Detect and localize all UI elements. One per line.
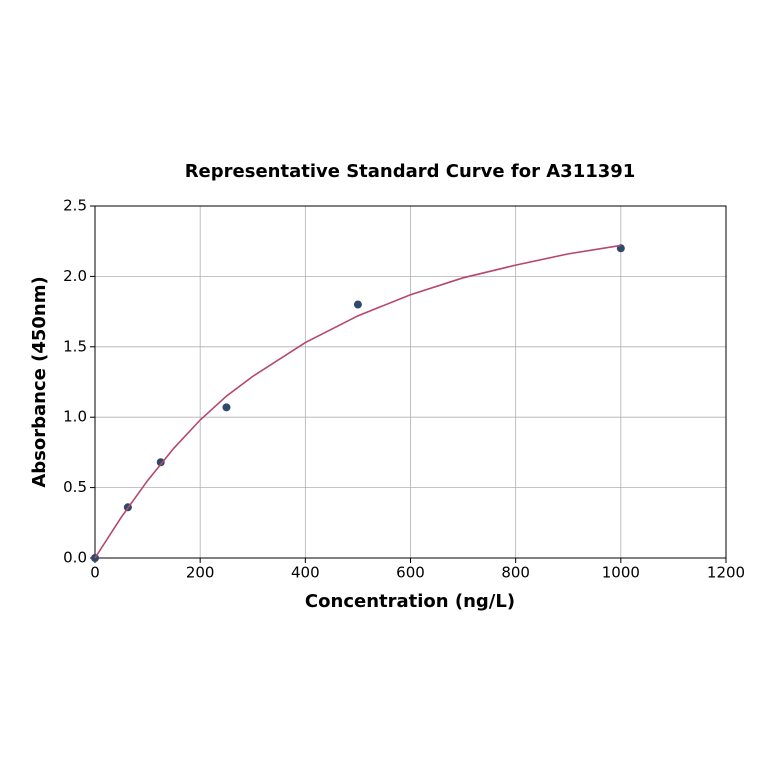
x-tick-label: 600 — [396, 564, 425, 582]
y-tick-label: 0.5 — [63, 478, 87, 496]
fit-curve — [94, 244, 621, 559]
x-axis-label: Concentration (ng/L) — [305, 591, 515, 612]
chart-title: Representative Standard Curve for A31139… — [185, 161, 636, 182]
y-tick-label: 1.5 — [63, 337, 87, 355]
plot-frame — [94, 205, 727, 559]
y-tick-label: 0.0 — [63, 549, 87, 567]
y-tick-label: 2.5 — [63, 197, 87, 215]
x-tick-label: 1000 — [602, 564, 640, 582]
x-tick-label: 1200 — [707, 564, 745, 582]
x-tick-label: 0 — [90, 564, 100, 582]
data-point — [222, 403, 231, 412]
x-tick-label: 400 — [291, 564, 320, 582]
x-tick-label: 200 — [186, 564, 215, 582]
y-tick-label: 1.0 — [63, 408, 87, 426]
data-point — [353, 300, 362, 309]
y-axis-label: Absorbance (450nm) — [29, 276, 50, 487]
x-tick-label: 800 — [501, 564, 530, 582]
y-tick-label: 2.0 — [63, 267, 87, 285]
data-point — [156, 458, 165, 467]
